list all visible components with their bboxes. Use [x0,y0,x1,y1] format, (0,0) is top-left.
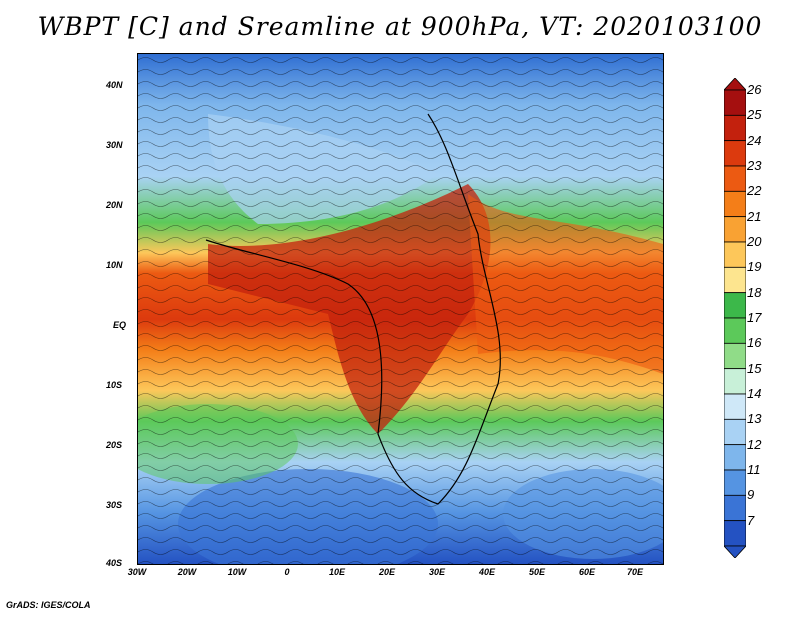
colorbar-swatch [724,216,746,243]
colorbar-swatch [724,393,746,420]
colorbar-label: 25 [747,107,762,123]
chart-title: WBPT [C] and Sreamline at 900hPa, VT: 20… [37,12,763,41]
colorbar-swatch [724,241,746,268]
lat-label: 40N [106,80,123,90]
lat-label: 20N [106,200,123,210]
lat-label: EQ [113,320,127,330]
colorbar-label: 23 [747,158,762,173]
lon-label: 60E [578,567,595,577]
lat-label: 30S [106,500,123,510]
colorbar-label: 15 [747,360,762,376]
colorbar-label: 19 [747,259,762,275]
lon-label: 30W [127,567,147,577]
lon-label: 40E [478,567,495,577]
colorbar-swatch [724,292,746,319]
colorbar-label: 21 [747,208,762,224]
lon-label: 10E [328,567,345,577]
colorbar-label: 16 [747,335,762,351]
colorbar-swatch [724,266,746,294]
colorbar-swatch [724,140,746,167]
lon-label: 20W [177,567,197,577]
colorbar-arrow-top [724,78,746,91]
lon-label: 20E [378,567,395,577]
lat-label: 10S [106,380,123,390]
colorbar-swatch [724,368,746,395]
colorbar-label: 9 [747,487,755,503]
colorbar-swatch [724,89,746,116]
colorbar-swatch [724,114,746,142]
colorbar-label: 17 [747,310,762,325]
lon-label: 70E [626,567,643,577]
lat-label: 10N [106,260,123,270]
colorbar-swatch [724,520,746,547]
colorbar-label: 20 [747,234,762,249]
colorbar-swatch [724,418,746,446]
colorbar-swatch [724,444,746,471]
colorbar-label: 7 [747,512,755,528]
lat-label: 40S [106,558,123,568]
colorbar [724,78,746,558]
map-panel [137,53,664,565]
colorbar-label: 26 [747,82,762,97]
colorbar-swatch [724,469,746,496]
colorbar-label: 14 [747,386,762,401]
colorbar-swatch [724,494,746,522]
colorbar-label: 11 [747,462,761,477]
wbpt-field [138,54,663,564]
colorbar-label: 22 [747,183,762,199]
colorbar-label: 12 [747,436,762,452]
lon-label: 30E [428,567,445,577]
credit-text: GrADS: IGES/COLA [6,600,91,610]
lon-label: 0 [284,567,290,577]
colorbar-label: 13 [747,411,762,427]
colorbar-label: 18 [747,284,762,300]
lat-label: 30N [106,140,123,150]
colorbar-arrow-bottom [724,545,746,558]
lon-label: 50E [528,567,545,577]
colorbar-swatch [724,342,746,370]
colorbar-swatch [724,165,746,192]
colorbar-swatch [724,317,746,344]
colorbar-label: 24 [747,132,762,148]
lon-label: 10W [227,567,247,577]
colorbar-swatch [724,190,746,218]
lat-label: 20S [106,440,123,450]
